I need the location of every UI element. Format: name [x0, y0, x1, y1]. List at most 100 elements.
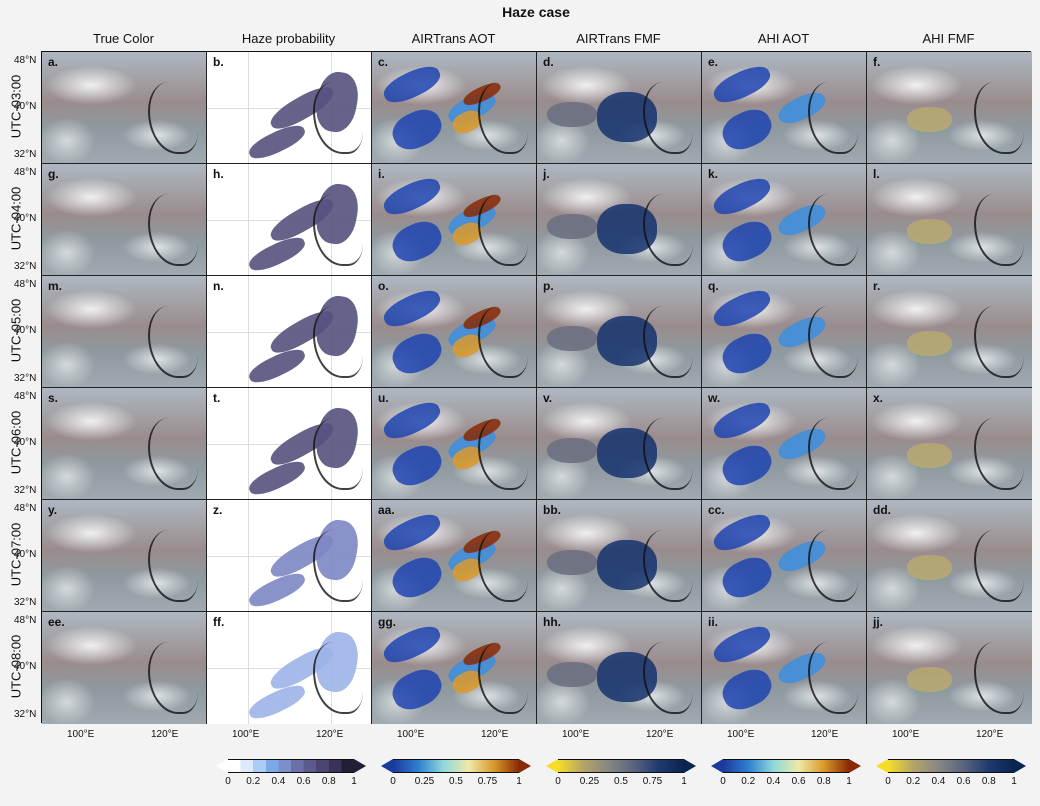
lat-tick-label: 48°N	[14, 55, 37, 66]
lat-tick-label: 40°N	[14, 661, 37, 672]
map-panel: r.	[867, 276, 1032, 388]
colorbar-tick-label: 1	[1011, 776, 1017, 787]
lat-tick-label: 40°N	[14, 325, 37, 336]
colorbar-tick-label: 0	[555, 776, 561, 787]
map-panel: f.	[867, 52, 1032, 164]
gridline	[248, 52, 249, 163]
coastline	[478, 82, 528, 154]
panel-label: l.	[873, 167, 880, 181]
coastline	[643, 530, 693, 602]
aot-region	[716, 215, 778, 268]
aot-region	[386, 439, 448, 492]
coastline	[478, 530, 528, 602]
lat-tick-label: 40°N	[14, 101, 37, 112]
map-panel: u.	[372, 388, 537, 500]
colorbar	[888, 759, 1014, 773]
panel-label: c.	[378, 55, 389, 69]
colorbar-tick-label: 0.6	[296, 776, 311, 787]
coastline	[313, 82, 363, 154]
fmf-region	[547, 102, 597, 127]
coastline	[974, 530, 1024, 602]
colorbar-tick-label: 0.4	[271, 776, 286, 787]
lat-tick-label: 48°N	[14, 279, 37, 290]
fmf-region	[907, 443, 952, 468]
panel-label: bb.	[543, 503, 561, 517]
colorbar-tick-label: 0.6	[791, 776, 806, 787]
coastline	[974, 306, 1024, 378]
aot-region	[386, 215, 448, 268]
panel-label: aa.	[378, 503, 395, 517]
map-panel: g.	[42, 164, 207, 276]
lat-tick-label: 48°N	[14, 615, 37, 626]
map-panel: n.	[207, 276, 372, 388]
colorbar-tick-label: 0	[225, 776, 231, 787]
panel-label: cc.	[708, 503, 725, 517]
lon-tick-label: 120°E	[976, 729, 1004, 740]
column-header: Haze probability	[241, 31, 336, 46]
coastline	[808, 194, 858, 266]
gridline	[248, 388, 249, 499]
aot-region	[716, 439, 778, 492]
coastline	[148, 642, 198, 714]
colorbar-tick-label: 0.25	[579, 776, 600, 787]
panel-label: gg.	[378, 615, 396, 629]
colorbar-tick-label: 0.8	[981, 776, 996, 787]
lon-tick-label: 120°E	[316, 729, 344, 740]
aot-region	[379, 60, 445, 109]
colorbar-tick-label: 0.2	[741, 776, 756, 787]
colorbar-tick-label: 0	[390, 776, 396, 787]
panel-label: z.	[213, 503, 223, 517]
fmf-region	[907, 331, 952, 356]
panel-label: i.	[378, 167, 385, 181]
colorbar-tick-label: 0.8	[816, 776, 831, 787]
panel-label: n.	[213, 279, 224, 293]
panel-label: ee.	[48, 615, 65, 629]
panel-grid: a. b. c. d. e. f. g. h. i. j. k. l. m. n. o. p. q. r. s. t.…	[41, 51, 1032, 724]
aot-region	[379, 284, 445, 333]
aot-region	[379, 396, 445, 445]
fmf-region	[907, 107, 952, 132]
lat-tick-label: 32°N	[14, 485, 37, 496]
lat-tick-label: 48°N	[14, 167, 37, 178]
map-panel: w.	[702, 388, 867, 500]
aot-region	[709, 60, 775, 109]
aot-region	[716, 551, 778, 604]
colorbar-tick-label: 0.2	[906, 776, 921, 787]
aot-region	[716, 327, 778, 380]
aot-region	[716, 103, 778, 156]
lat-tick-label: 32°N	[14, 709, 37, 720]
panel-label: h.	[213, 167, 224, 181]
aot-region	[709, 172, 775, 221]
lat-tick-label: 40°N	[14, 549, 37, 560]
colorbar-tick-label: 1	[516, 776, 522, 787]
fmf-region	[547, 214, 597, 239]
colorbar	[228, 759, 354, 773]
aot-region	[709, 620, 775, 669]
panel-label: p.	[543, 279, 554, 293]
lon-tick-label: 120°E	[481, 729, 509, 740]
colorbar-min-arrow	[216, 759, 228, 773]
panel-label: x.	[873, 391, 884, 405]
panel-label: e.	[708, 55, 719, 69]
lat-tick-label: 40°N	[14, 437, 37, 448]
colorbar-tick-label: 0.75	[477, 776, 498, 787]
coastline	[478, 418, 528, 490]
map-panel: b.	[207, 52, 372, 164]
map-panel: z.	[207, 500, 372, 612]
lat-tick-label: 48°N	[14, 391, 37, 402]
panel-label: u.	[378, 391, 389, 405]
coastline	[148, 306, 198, 378]
map-panel: k.	[702, 164, 867, 276]
lat-tick-label: 32°N	[14, 261, 37, 272]
coastline	[808, 418, 858, 490]
map-panel: h.	[207, 164, 372, 276]
colorbar-tick-label: 0.5	[449, 776, 463, 787]
colorbar-tick-label: 0.8	[321, 776, 336, 787]
map-panel: m.	[42, 276, 207, 388]
coastline	[148, 82, 198, 154]
map-panel: q.	[702, 276, 867, 388]
panel-label: k.	[708, 167, 719, 181]
gridline	[248, 164, 249, 275]
panel-label: dd.	[873, 503, 891, 517]
column-header: AIRTrans FMF	[576, 31, 661, 46]
